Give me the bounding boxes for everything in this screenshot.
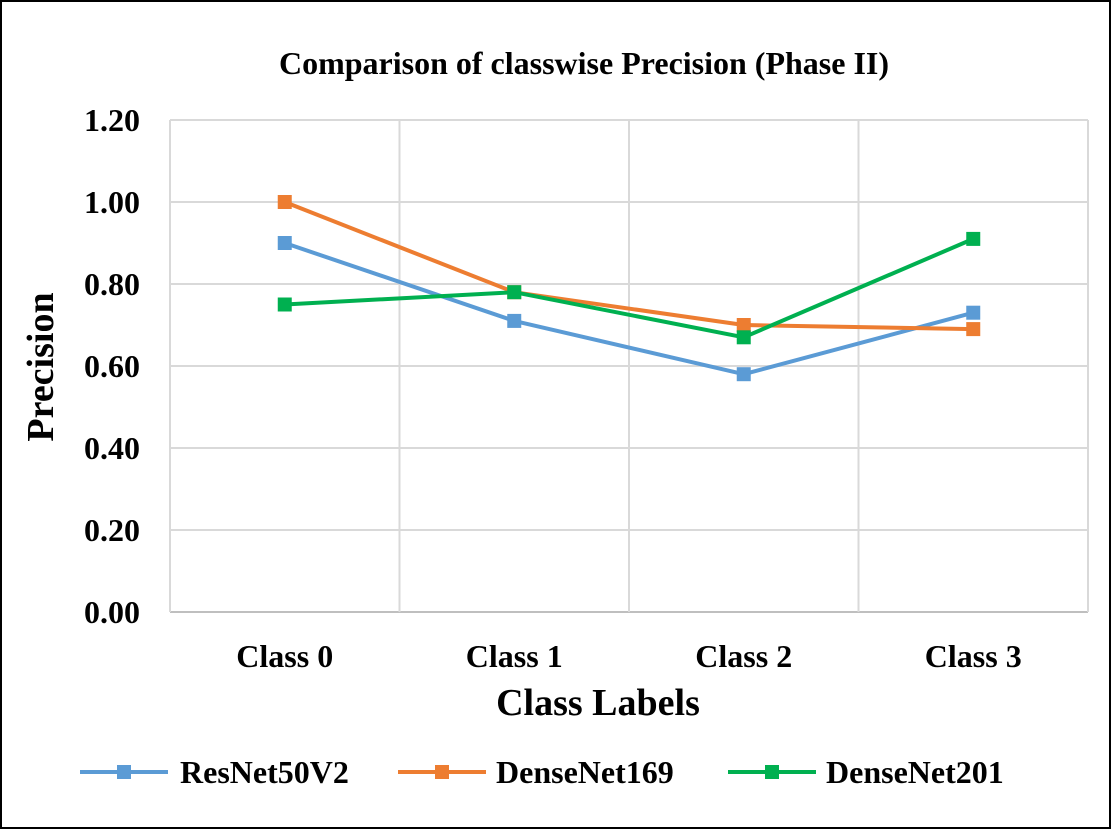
y-tick-label: 0.60 [84, 348, 140, 384]
series-ResNet50V2 [277, 236, 981, 382]
series-line [284, 241, 974, 377]
x-axis-label: Class Labels [496, 682, 700, 724]
data-point [507, 285, 522, 300]
data-point [966, 305, 981, 320]
x-axis-ticks: Class 0 Class 1 Class 2 Class 3 [236, 638, 1021, 674]
data-point [277, 236, 292, 250]
y-axis-label: Precision [20, 292, 62, 441]
data-point [277, 195, 292, 209]
x-tick-label: Class 0 [236, 638, 333, 674]
y-tick-label: 1.20 [84, 102, 140, 138]
data-point [277, 297, 292, 312]
legend-entry: DenseNet201 [728, 754, 1004, 790]
x-tick-label: Class 2 [695, 638, 792, 674]
data-point [966, 322, 981, 337]
data-point [736, 367, 751, 382]
y-tick-label: 1.00 [84, 184, 140, 220]
data-point [507, 313, 522, 328]
y-axis-ticks: 0.00 0.20 0.40 0.60 0.80 1.00 1.20 [84, 102, 140, 630]
series-lines [277, 195, 981, 382]
legend-entry: ResNet50V2 [80, 754, 349, 790]
legend-marker [765, 765, 779, 779]
data-point [736, 318, 751, 332]
series-DenseNet169 [277, 195, 981, 337]
legend-label: DenseNet169 [496, 754, 674, 790]
legend: ResNet50V2 DenseNet169 DenseNet201 [80, 754, 1004, 790]
x-tick-label: Class 3 [925, 638, 1022, 674]
data-point [966, 231, 981, 246]
y-tick-label: 0.40 [84, 430, 140, 466]
data-point [736, 330, 751, 345]
legend-label: ResNet50V2 [180, 754, 349, 790]
grid-lines [169, 119, 1089, 613]
chart-title: Comparison of classwise Precision (Phase… [279, 45, 889, 81]
series-line [284, 237, 975, 340]
legend-marker [117, 765, 131, 779]
legend-label: DenseNet201 [826, 754, 1004, 790]
series-line [284, 200, 974, 332]
x-tick-label: Class 1 [466, 638, 563, 674]
y-tick-label: 0.00 [84, 594, 140, 630]
series-DenseNet201 [277, 231, 981, 345]
y-tick-label: 0.80 [84, 266, 140, 302]
legend-marker [435, 765, 449, 779]
legend-entry: DenseNet169 [398, 754, 674, 790]
y-tick-label: 0.20 [84, 512, 140, 548]
